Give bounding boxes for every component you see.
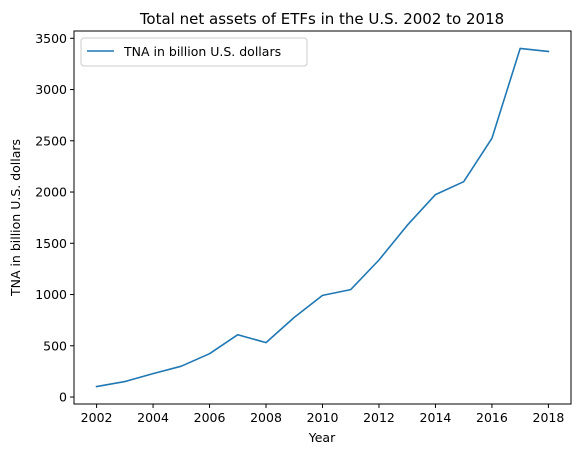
legend-label: TNA in billion U.S. dollars <box>123 44 281 59</box>
y-tick-label: 1500 <box>35 236 67 251</box>
x-axis-label: Year <box>308 430 336 445</box>
legend-box <box>80 37 308 67</box>
x-tick-label: 2014 <box>420 410 452 425</box>
y-tick-label: 2000 <box>35 185 67 200</box>
y-tick-label: 1000 <box>35 287 67 302</box>
x-tick-label: 2012 <box>363 410 395 425</box>
y-tick-label: 3500 <box>35 31 67 46</box>
x-tick-label: 2010 <box>307 410 339 425</box>
x-tick-label: 2018 <box>533 410 565 425</box>
plot-frame <box>73 30 572 405</box>
plot-area: 2002 2004 2006 2008 2010 2012 2014 2016 2018 0 50… <box>35 30 572 425</box>
chart-title: Total net assets of ETFs in the U.S. 200… <box>139 10 504 28</box>
x-tick-label: 2016 <box>476 410 508 425</box>
y-tick-label: 2500 <box>35 133 67 148</box>
x-tick-label: 2002 <box>81 410 113 425</box>
y-axis: 0 500 1000 1500 2000 2500 3000 3500 <box>35 31 74 405</box>
y-tick-label: 0 <box>59 390 67 405</box>
x-tick-label: 2004 <box>137 410 169 425</box>
y-tick-label: 3000 <box>35 82 67 97</box>
series-layer <box>95 47 550 388</box>
legend: TNA in billion U.S. dollars <box>80 37 308 67</box>
x-tick-label: 2008 <box>250 410 282 425</box>
x-tick-label: 2006 <box>194 410 226 425</box>
y-tick-label: 500 <box>43 338 67 353</box>
y-axis-label: TNA in billion U.S. dollars <box>8 139 23 297</box>
x-axis: 2002 2004 2006 2008 2010 2012 2014 2016 2018 <box>81 404 565 425</box>
series-line <box>95 47 550 388</box>
